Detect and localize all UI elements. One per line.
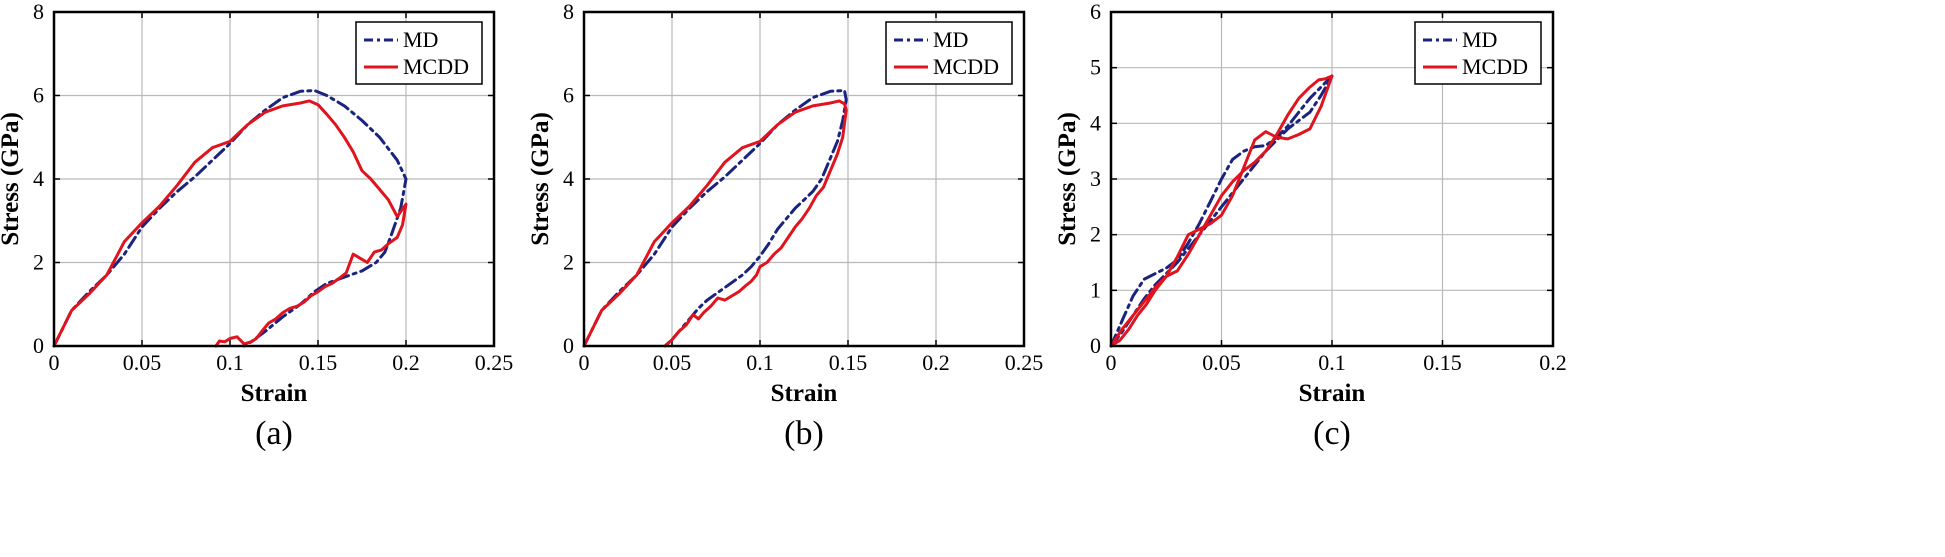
panel-caption: (a) — [255, 415, 293, 452]
x-axis-label: Strain — [241, 380, 308, 407]
axes-frame — [582, 10, 1026, 348]
series-line-mcdd — [52, 99, 408, 348]
y-axis-label: Stress (GPa) — [1054, 112, 1081, 246]
axes-frame — [1109, 10, 1555, 348]
y-tick-label: 4 — [33, 166, 44, 191]
x-tick-label: 0.2 — [392, 350, 420, 375]
legend-box — [885, 21, 1013, 85]
legend-label-mcdd: MCDD — [403, 54, 469, 79]
x-tick-label: 0.1 — [216, 350, 244, 375]
x-tick-label: 0.25 — [1005, 350, 1044, 375]
legend-label-md: MD — [403, 27, 438, 52]
y-tick-label: 2 — [1090, 222, 1101, 247]
y-tick-label: 3 — [1090, 166, 1101, 191]
series-line-mcdd — [582, 99, 848, 348]
panel-caption: (b) — [784, 415, 824, 452]
x-tick-label: 0.2 — [922, 350, 950, 375]
y-tick-label: 6 — [33, 83, 44, 108]
series-line-md — [52, 89, 408, 348]
legend-box — [1414, 21, 1542, 85]
y-tick-label: 1 — [1090, 277, 1101, 302]
x-tick-label: 0.15 — [1423, 350, 1462, 375]
x-tick-label: 0.05 — [1202, 350, 1241, 375]
x-tick-label: 0 — [49, 350, 60, 375]
y-tick-label: 8 — [33, 0, 44, 24]
y-tick-label: 4 — [563, 166, 574, 191]
y-tick-label: 6 — [1090, 0, 1101, 24]
series-line-md — [582, 89, 848, 348]
y-tick-label: 2 — [563, 250, 574, 275]
axes-frame — [52, 10, 496, 348]
legend-label-mcdd: MCDD — [933, 54, 999, 79]
x-tick-label: 0.15 — [299, 350, 338, 375]
x-tick-label: 0.05 — [123, 350, 162, 375]
x-axis-label: Strain — [771, 380, 838, 407]
y-tick-label: 6 — [563, 83, 574, 108]
y-axis-label: Stress (GPa) — [0, 112, 24, 246]
chart-panel-1: 0 0.05 0.1 0.15 0.2 0.25 0 2 4 6 8 Strain Stress (GP… — [0, 0, 513, 452]
x-tick-label: 0.05 — [653, 350, 692, 375]
chart-panel-2: 0 0.05 0.1 0.15 0.2 0.25 0 2 4 6 8 Strain Stress (GP… — [527, 0, 1043, 452]
chart-panel-3: 0 0.05 0.1 0.15 0.2 0 1 2 3 4 5 6 Strain Stress (GPa)… — [1054, 0, 1567, 452]
x-axis-label: Strain — [1299, 380, 1366, 407]
x-tick-label: 0.15 — [829, 350, 868, 375]
x-tick-label: 0 — [579, 350, 590, 375]
y-tick-label: 0 — [33, 333, 44, 358]
legend-box — [355, 21, 483, 85]
panel-caption: (c) — [1313, 415, 1351, 452]
y-tick-label: 0 — [1090, 333, 1101, 358]
y-tick-label: 4 — [1090, 110, 1101, 135]
y-tick-label: 8 — [563, 0, 574, 24]
x-tick-label: 0 — [1106, 350, 1117, 375]
y-axis-label: Stress (GPa) — [527, 112, 554, 246]
series-line-mcdd — [1109, 74, 1334, 348]
y-tick-label: 2 — [33, 250, 44, 275]
y-tick-label: 5 — [1090, 55, 1101, 80]
legend-label-md: MD — [1462, 27, 1497, 52]
x-tick-label: 0.2 — [1539, 350, 1567, 375]
legend-label-md: MD — [933, 27, 968, 52]
x-tick-label: 0.1 — [1318, 350, 1346, 375]
y-tick-label: 0 — [563, 333, 574, 358]
legend-label-mcdd: MCDD — [1462, 54, 1528, 79]
x-tick-label: 0.25 — [475, 350, 514, 375]
x-tick-label: 0.1 — [746, 350, 774, 375]
